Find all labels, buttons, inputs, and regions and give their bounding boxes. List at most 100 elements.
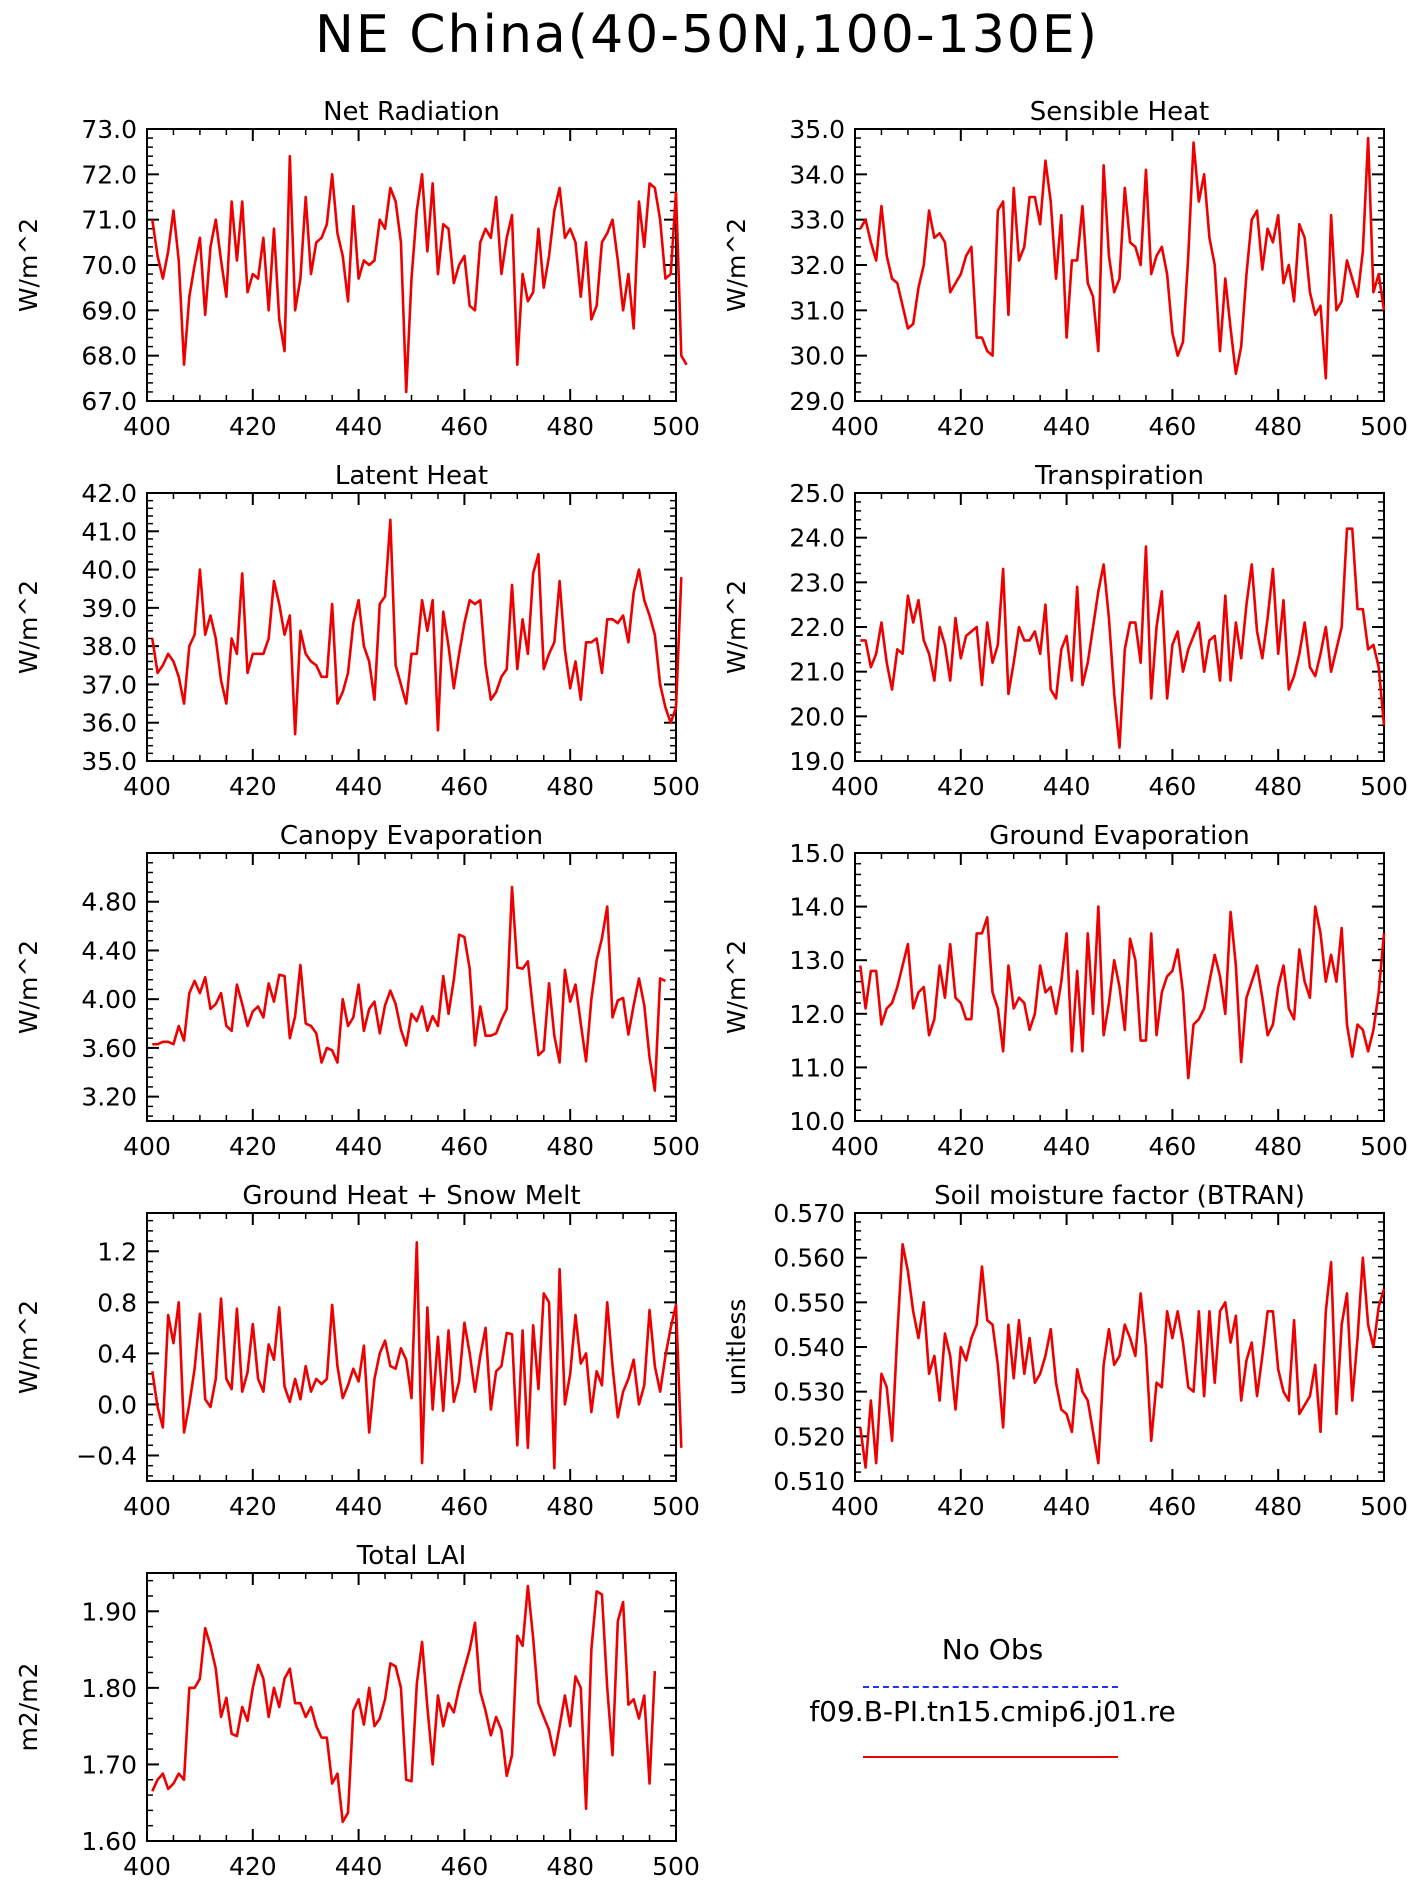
y-tick-label: 69.0 (81, 296, 137, 325)
x-tick-label: 480 (1254, 1132, 1302, 1161)
legend-model-swatch (863, 1756, 1118, 1758)
series-line (859, 136, 1386, 380)
y-tick-label: 13.0 (789, 946, 845, 975)
y-tick-label: 20.0 (789, 702, 845, 731)
x-tick-label: 420 (229, 412, 277, 441)
y-tick-label: 67.0 (81, 387, 137, 416)
x-tick-label: 500 (1360, 1492, 1408, 1521)
y-tick-label: 30.0 (789, 342, 845, 371)
y-tick-label: 1.90 (81, 1597, 137, 1626)
y-tick-label: 41.0 (81, 517, 137, 546)
y-axis-label: W/m^2 (14, 940, 43, 1034)
legend: No Obs f09.B-PI.tn15.cmip6.j01.re (740, 1625, 1245, 1775)
series-line (858, 905, 1386, 1080)
chart-panel-0: Net Radiation 400 420 440 460 480 500 67.0 68.0 6… (14, 97, 700, 441)
legend-model-label: f09.B-PI.tn15.cmip6.j01.re (809, 1695, 1176, 1728)
y-tick-label: 32.0 (789, 251, 845, 280)
x-tick-label: 460 (1149, 772, 1197, 801)
x-tick-label: 460 (1149, 1132, 1197, 1161)
y-tick-label: 40.0 (81, 556, 137, 585)
x-tick-label: 400 (831, 1132, 879, 1161)
y-tick-label: 0.550 (773, 1288, 845, 1317)
y-axis-label: W/m^2 (722, 218, 751, 312)
y-axis-label: W/m^2 (722, 940, 751, 1034)
x-tick-label: 500 (1360, 412, 1408, 441)
y-tick-label: 1.60 (81, 1827, 137, 1856)
y-tick-label: 38.0 (81, 632, 137, 661)
y-tick-label: 42.0 (81, 479, 137, 508)
y-tick-label: 0.8 (97, 1288, 137, 1317)
y-tick-label: 10.0 (789, 1107, 845, 1136)
x-tick-label: 400 (831, 412, 879, 441)
chart-panel-6: Ground Heat + Snow Melt 400 420 440 460 480 50… (14, 1181, 700, 1521)
y-tick-label: 37.0 (81, 670, 137, 699)
x-tick-label: 420 (229, 772, 277, 801)
x-tick-label: 400 (123, 1852, 171, 1881)
x-tick-label: 440 (1043, 412, 1091, 441)
y-tick-label: −0.4 (76, 1441, 137, 1470)
y-tick-label: 73.0 (81, 115, 137, 144)
y-tick-label: 70.0 (81, 251, 137, 280)
chart-panel-5: Ground Evaporation 400 420 440 460 480 500 10.0… (722, 821, 1408, 1161)
y-tick-label: 22.0 (789, 613, 845, 642)
y-tick-label: 4.00 (81, 985, 137, 1014)
plot-frame (854, 1212, 1385, 1482)
y-tick-label: 4.40 (81, 936, 137, 965)
series-line (151, 518, 683, 736)
y-tick-label: 1.2 (97, 1237, 137, 1266)
x-tick-label: 400 (123, 1132, 171, 1161)
x-tick-label: 400 (831, 772, 879, 801)
chart-title: Ground Evaporation (989, 821, 1249, 851)
y-tick-label: 0.560 (773, 1244, 845, 1273)
series-line (152, 885, 666, 1092)
y-tick-label: 39.0 (81, 594, 137, 623)
plot-frame (146, 1212, 677, 1482)
x-tick-label: 480 (1254, 1492, 1302, 1521)
y-axis-label: W/m^2 (14, 1300, 43, 1394)
chart-title: Sensible Heat (1030, 97, 1209, 127)
x-tick-label: 460 (441, 1492, 489, 1521)
y-tick-label: 0.540 (773, 1333, 845, 1362)
chart-title: Soil moisture factor (BTRAN) (934, 1181, 1305, 1211)
x-tick-label: 440 (335, 1492, 383, 1521)
page-title: NE China(40-50N,100-130E) (314, 5, 1100, 65)
y-tick-label: 0.530 (773, 1378, 845, 1407)
series-line (860, 527, 1386, 749)
x-tick-label: 480 (546, 1492, 594, 1521)
series-line (151, 1584, 657, 1824)
x-tick-label: 460 (441, 1852, 489, 1881)
y-tick-label: 23.0 (789, 568, 845, 597)
plot-frame (146, 492, 677, 762)
y-tick-label: 31.0 (789, 296, 845, 325)
chart-panel-8: Total LAI 400 420 440 460 480 500 1.60 1.70 1.80 1… (14, 1541, 700, 1881)
chart-title: Net Radiation (323, 97, 500, 127)
y-tick-label: 1.80 (81, 1674, 137, 1703)
plot-frame (146, 1572, 677, 1842)
y-tick-label: 29.0 (789, 387, 845, 416)
x-tick-label: 420 (229, 1852, 277, 1881)
chart-title: Ground Heat + Snow Melt (242, 1181, 580, 1211)
x-tick-label: 500 (652, 1132, 700, 1161)
y-tick-label: 72.0 (81, 160, 137, 189)
x-tick-label: 480 (1254, 412, 1302, 441)
y-tick-label: 19.0 (789, 747, 845, 776)
y-axis-label: W/m^2 (14, 580, 43, 674)
x-tick-label: 480 (546, 1132, 594, 1161)
x-tick-label: 440 (1043, 772, 1091, 801)
chart-title: Latent Heat (335, 461, 488, 491)
y-axis-label: unitless (722, 1299, 751, 1396)
chart-panel-1: Sensible Heat 400 420 440 460 480 500 29.0 30.0 3… (722, 97, 1408, 441)
y-tick-label: 0.0 (97, 1390, 137, 1419)
y-axis-label: m2/m2 (14, 1663, 43, 1752)
y-tick-label: 12.0 (789, 1000, 845, 1029)
chart-panel-7: Soil moisture factor (BTRAN) 400 420 440 460… (722, 1181, 1408, 1521)
y-tick-label: 71.0 (81, 206, 137, 235)
x-tick-label: 500 (652, 1492, 700, 1521)
chart-panel-3: Transpiration 400 420 440 460 480 500 19.0 20.0 2… (722, 461, 1408, 801)
chart-title: Total LAI (356, 1541, 467, 1571)
plot-frame (146, 852, 677, 1122)
y-tick-label: 68.0 (81, 342, 137, 371)
y-tick-label: 0.520 (773, 1422, 845, 1451)
y-tick-label: 11.0 (789, 1053, 845, 1082)
